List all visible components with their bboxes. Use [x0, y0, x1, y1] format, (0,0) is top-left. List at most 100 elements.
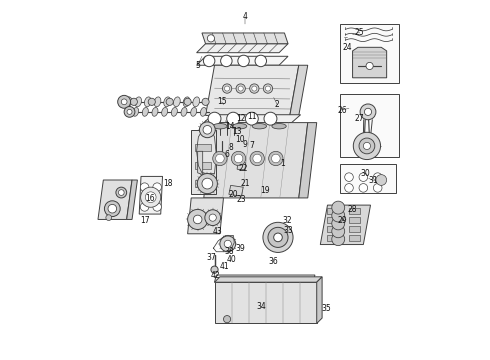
- Text: 7: 7: [250, 141, 255, 150]
- Polygon shape: [188, 198, 223, 234]
- Text: 26: 26: [337, 105, 346, 114]
- Ellipse shape: [252, 123, 267, 129]
- Circle shape: [250, 84, 259, 93]
- Ellipse shape: [142, 108, 148, 116]
- Polygon shape: [299, 123, 317, 198]
- Ellipse shape: [236, 134, 243, 137]
- Polygon shape: [317, 277, 322, 323]
- Circle shape: [124, 107, 135, 117]
- Ellipse shape: [242, 138, 248, 141]
- Polygon shape: [237, 162, 245, 170]
- Circle shape: [359, 173, 368, 181]
- Circle shape: [332, 201, 344, 214]
- Ellipse shape: [172, 108, 177, 116]
- Circle shape: [373, 173, 382, 181]
- Bar: [340, 24, 399, 83]
- Bar: [340, 94, 399, 157]
- Text: 23: 23: [237, 195, 246, 204]
- Text: 5: 5: [195, 61, 200, 70]
- Circle shape: [263, 222, 293, 252]
- Polygon shape: [215, 275, 315, 282]
- Circle shape: [148, 98, 155, 105]
- Polygon shape: [290, 65, 308, 116]
- Polygon shape: [205, 65, 299, 116]
- Circle shape: [130, 98, 137, 105]
- Ellipse shape: [213, 123, 227, 129]
- Polygon shape: [204, 123, 308, 198]
- Polygon shape: [139, 176, 163, 214]
- Circle shape: [366, 62, 373, 69]
- Circle shape: [353, 132, 381, 159]
- Circle shape: [197, 174, 218, 194]
- Ellipse shape: [225, 115, 229, 117]
- Circle shape: [203, 55, 215, 67]
- Text: 12: 12: [237, 114, 246, 123]
- Circle shape: [253, 154, 262, 163]
- Text: 36: 36: [268, 257, 278, 266]
- Circle shape: [106, 215, 112, 221]
- Bar: [195, 162, 211, 169]
- Text: 14: 14: [225, 122, 235, 131]
- Text: 19: 19: [260, 186, 270, 195]
- Polygon shape: [229, 185, 243, 196]
- Circle shape: [140, 183, 149, 192]
- Text: 21: 21: [240, 179, 250, 188]
- Circle shape: [360, 104, 376, 120]
- Circle shape: [202, 98, 209, 105]
- Circle shape: [263, 84, 272, 93]
- Circle shape: [238, 86, 243, 91]
- Circle shape: [332, 225, 344, 238]
- Polygon shape: [349, 208, 360, 214]
- Ellipse shape: [125, 97, 132, 107]
- Ellipse shape: [200, 108, 206, 116]
- Circle shape: [222, 84, 232, 93]
- Polygon shape: [196, 44, 288, 53]
- Text: 29: 29: [337, 216, 346, 225]
- Circle shape: [344, 184, 353, 192]
- Text: 10: 10: [235, 135, 245, 144]
- Polygon shape: [215, 282, 317, 323]
- Circle shape: [250, 151, 265, 166]
- Polygon shape: [327, 208, 338, 214]
- Ellipse shape: [219, 158, 225, 161]
- Polygon shape: [327, 217, 338, 223]
- Ellipse shape: [145, 97, 151, 107]
- Polygon shape: [327, 234, 338, 241]
- Polygon shape: [349, 217, 360, 223]
- Text: 42: 42: [211, 270, 220, 279]
- Text: 33: 33: [284, 226, 294, 235]
- Circle shape: [332, 217, 344, 230]
- Circle shape: [236, 84, 245, 93]
- Text: 39: 39: [236, 244, 245, 253]
- Text: 31: 31: [368, 176, 378, 185]
- Circle shape: [118, 95, 131, 108]
- Text: 25: 25: [355, 28, 365, 37]
- Circle shape: [213, 151, 227, 166]
- Text: 41: 41: [220, 262, 229, 271]
- Circle shape: [127, 109, 132, 114]
- Ellipse shape: [217, 135, 223, 138]
- Text: 40: 40: [226, 255, 236, 264]
- Ellipse shape: [152, 108, 158, 116]
- Polygon shape: [349, 234, 360, 241]
- Circle shape: [264, 112, 277, 125]
- Circle shape: [188, 210, 208, 229]
- Text: 34: 34: [256, 302, 266, 311]
- Circle shape: [108, 204, 117, 213]
- Text: 43: 43: [212, 228, 222, 237]
- Ellipse shape: [211, 115, 215, 117]
- Text: 1: 1: [280, 159, 285, 168]
- Circle shape: [238, 55, 249, 67]
- Ellipse shape: [210, 135, 216, 138]
- Ellipse shape: [154, 97, 161, 107]
- Circle shape: [373, 184, 382, 192]
- Text: 13: 13: [232, 127, 242, 136]
- Ellipse shape: [218, 115, 222, 117]
- Ellipse shape: [164, 97, 171, 107]
- Circle shape: [209, 214, 216, 221]
- Text: 17: 17: [140, 216, 149, 225]
- Text: 28: 28: [348, 205, 357, 214]
- Ellipse shape: [232, 115, 236, 117]
- Circle shape: [205, 210, 220, 226]
- Polygon shape: [98, 180, 132, 220]
